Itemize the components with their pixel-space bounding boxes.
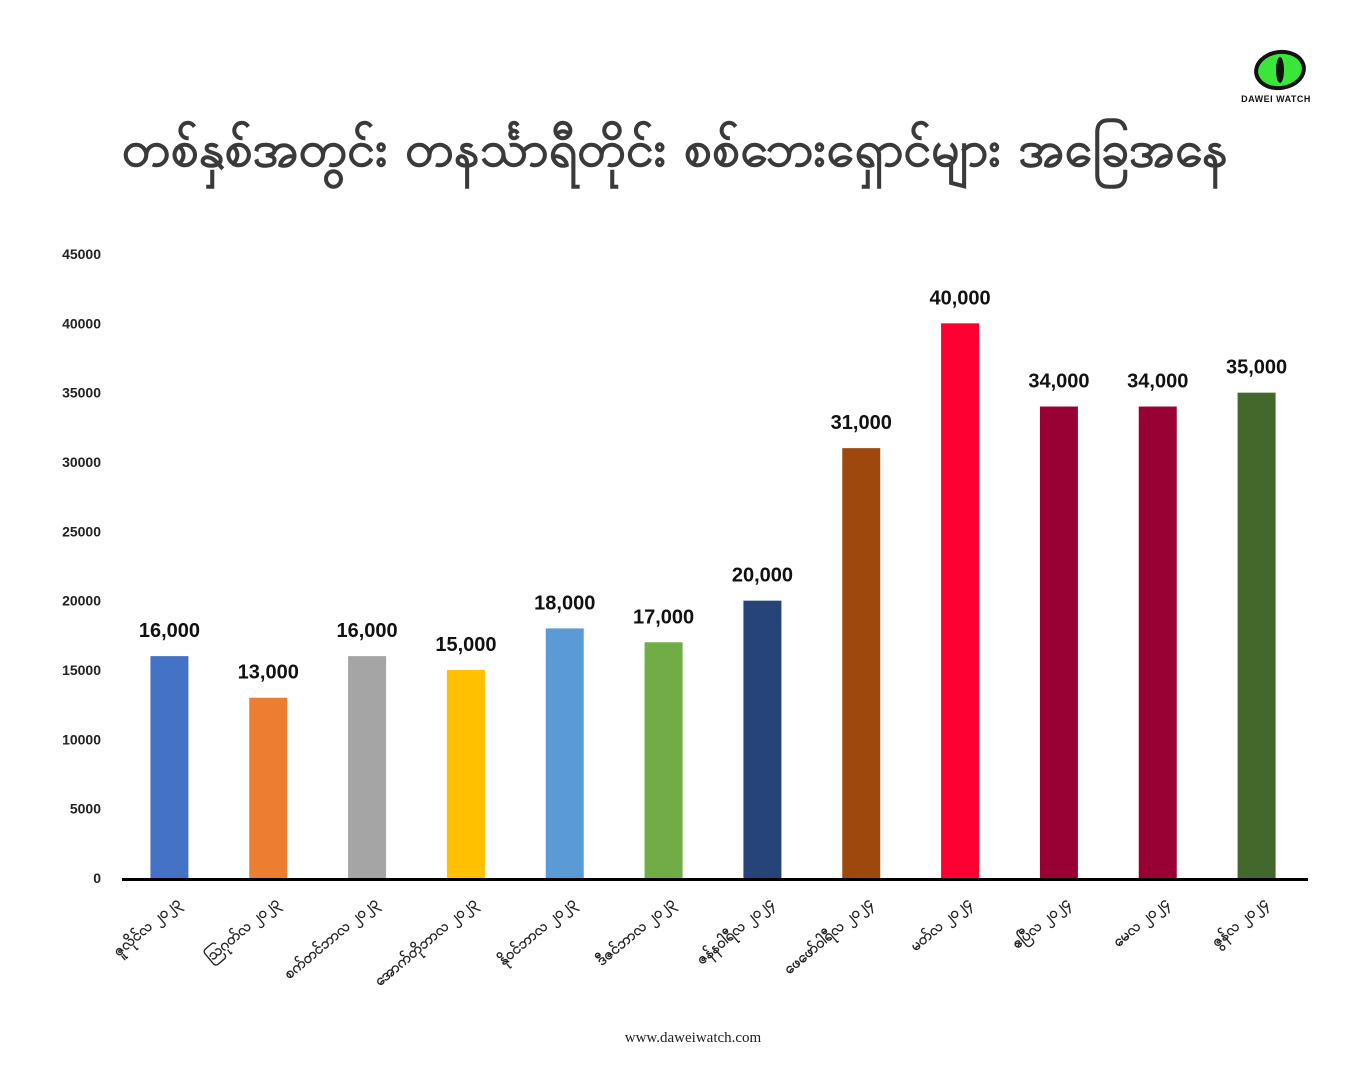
x-tick-label: ဇွန်လ ၂၀၂၄ [1207,892,1274,953]
bar [644,642,683,878]
bar [545,628,584,878]
bar [1237,392,1276,878]
page-title: တစ်နှစ်အတွင်း တနင်္သာရီတိုင်း စစ်ဘေးရှော… [122,120,1228,178]
data-label: 31,000 [831,412,892,434]
y-tick-label: 30000 [62,454,101,470]
bar [743,600,782,878]
bar [1039,406,1078,878]
y-tick-label: 5000 [70,801,101,817]
y-tick-label: 25000 [62,523,101,539]
y-tick-label: 0 [93,870,101,886]
data-label: 20,000 [732,565,793,587]
data-label: 16,000 [139,620,200,642]
bar [446,670,485,878]
green-cat-eye-icon [1254,49,1306,91]
bar [842,448,881,878]
data-label: 16,000 [336,620,397,642]
x-tick-label: ဇူလိုင်လ ၂၀၂၃ [109,892,187,963]
y-tick-label: 45000 [62,246,101,262]
y-tick-label: 15000 [62,662,101,678]
y-tick-label: 40000 [62,315,101,331]
y-tick-label: 20000 [62,593,101,609]
footer-url: www.daweiwatch.com [624,1030,762,1046]
x-tick-label: ဩဂုတ်လ ၂၀၂၃ [200,891,286,968]
x-tick-label: မတ်လ ၂၀၂၄ [906,892,978,958]
x-tick-label: ဒီဇင်ဘာလ ၂၀၂၃ [592,892,681,972]
y-tick-label: 35000 [62,385,101,401]
data-label: 15,000 [435,634,496,656]
x-tick-label: စက်တင်ဘာလ ၂၀၂၃ [279,892,384,986]
bar-chart: 0 5000 10000 15000 20000 25000 30000 35000 40000… [62,246,1308,993]
bar [150,656,189,878]
bar [1138,406,1177,878]
x-tick-label: နိုဝင်ဘာလ ၂၀၂၃ [494,892,583,972]
y-tick-label: 10000 [62,731,101,747]
x-tick-label: ဧပြီလ ၂၀၂၄ [1007,892,1076,955]
data-label: 13,000 [238,662,299,684]
bar [348,656,387,878]
x-tick-label: မေလ ၂၀၂၄ [1109,893,1175,954]
data-label: 35,000 [1226,357,1287,379]
brand-logo-text: DAWEI WATCH [1241,94,1311,104]
data-label: 34,000 [1127,371,1188,393]
data-label: 40,000 [929,287,990,309]
bar [941,323,980,878]
x-tick-label: ဖေဖော်ဝါရီလ ၂၀၂၄ [779,892,879,981]
data-label: 18,000 [534,592,595,614]
x-tick-label: အောက်တိုဘာလ ၂၀၂၃ [370,892,483,992]
data-label: 17,000 [633,606,694,628]
bar [249,697,288,878]
x-tick-label: ဇန်နဝါရီလ ၂၀၂၄ [692,892,780,971]
data-label: 34,000 [1028,371,1089,393]
